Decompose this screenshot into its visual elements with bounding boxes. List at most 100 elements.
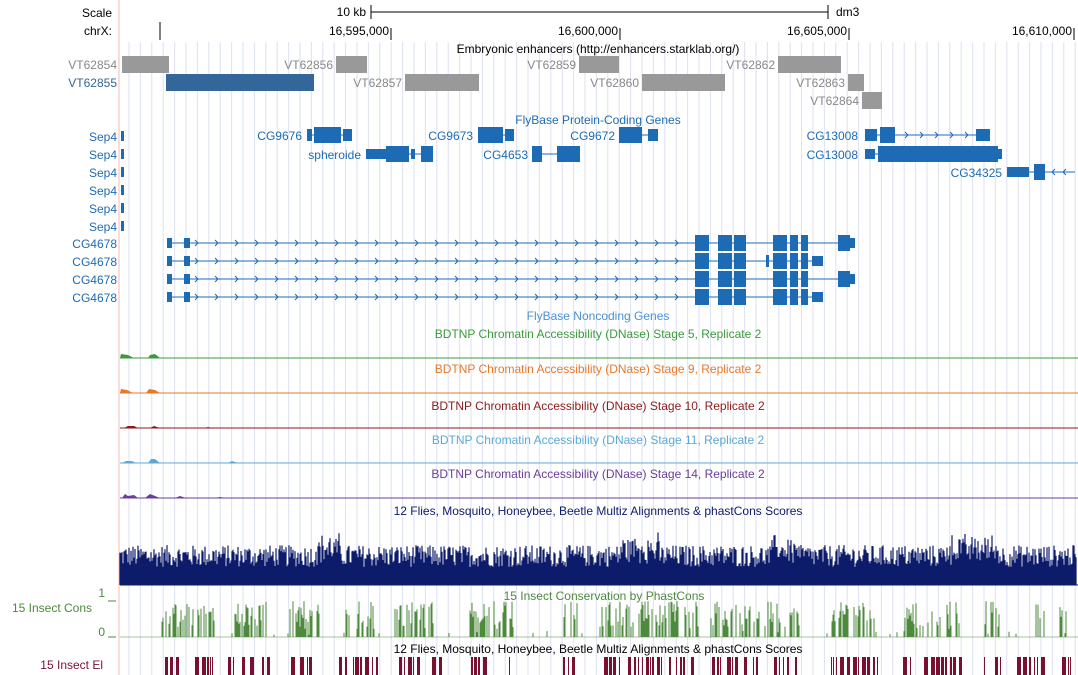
conserved-element bbox=[176, 657, 179, 675]
gene-label[interactable]: CG13008 bbox=[807, 129, 859, 143]
conserved-element bbox=[683, 657, 685, 675]
gene-exon[interactable] bbox=[121, 149, 124, 159]
conserved-element bbox=[953, 657, 956, 675]
enhancer-label[interactable]: VT62857 bbox=[353, 76, 402, 90]
chrom-label: chrX: bbox=[84, 24, 112, 38]
conserved-element bbox=[202, 657, 206, 675]
conserved-element bbox=[732, 657, 733, 675]
enhancer-feature[interactable] bbox=[848, 74, 864, 91]
gene-label[interactable]: CG4678 bbox=[72, 291, 117, 305]
scale-bar-label: 10 kb bbox=[337, 5, 367, 19]
gene-exon[interactable] bbox=[121, 131, 124, 141]
enhancer-feature[interactable] bbox=[778, 56, 841, 73]
phastcons-signal[interactable] bbox=[120, 601, 1078, 638]
conserved-element bbox=[165, 657, 168, 675]
multiz-signal[interactable] bbox=[119, 532, 1078, 586]
gene-cg13008[interactable]: CG13008 bbox=[807, 127, 990, 143]
enhancer-feature[interactable] bbox=[862, 92, 882, 109]
enhancer-feature[interactable] bbox=[405, 74, 479, 91]
conserved-element bbox=[950, 657, 952, 675]
gene-cg34325[interactable]: CG34325 bbox=[951, 164, 1075, 180]
gene-label[interactable]: CG34325 bbox=[951, 166, 1003, 180]
gene-label[interactable]: Sep4 bbox=[89, 130, 117, 144]
conserved-element bbox=[735, 657, 738, 675]
enhancer-feature[interactable] bbox=[336, 56, 367, 73]
enhancer-feature[interactable] bbox=[579, 56, 619, 73]
gene-cg9672[interactable]: CG9672 bbox=[570, 127, 658, 143]
gene-spheroide[interactable]: spheroide bbox=[308, 146, 433, 162]
gene-cg9676[interactable]: CG9676 bbox=[257, 127, 352, 143]
gene-exon[interactable] bbox=[121, 203, 124, 213]
gene-label[interactable]: CG4678 bbox=[72, 273, 117, 287]
conserved-element bbox=[727, 657, 731, 675]
gene-exon[interactable] bbox=[121, 167, 124, 177]
conserved-element bbox=[984, 657, 985, 675]
enhancer-track-title: Embryonic enhancers (http://enhancers.st… bbox=[457, 42, 740, 56]
enhancer-label[interactable]: VT62862 bbox=[726, 58, 775, 72]
gene-label[interactable]: CG4678 bbox=[72, 237, 117, 251]
enhancer-label[interactable]: VT62856 bbox=[284, 58, 333, 72]
conserved-element bbox=[858, 657, 859, 675]
gene-label[interactable]: spheroide bbox=[308, 148, 361, 162]
conserved-element bbox=[936, 657, 940, 675]
conserved-element bbox=[471, 657, 473, 675]
dnase-stage14-title: BDTNP Chromatin Accessibility (DNase) St… bbox=[431, 467, 765, 481]
conserved-element bbox=[1062, 657, 1066, 675]
enhancer-label[interactable]: VT62855 bbox=[68, 76, 117, 90]
conserved-element bbox=[1041, 657, 1045, 675]
dnase-tracks[interactable]: BDTNP Chromatin Accessibility (DNase) St… bbox=[120, 327, 1078, 499]
elements-side-label[interactable]: 15 Insect El bbox=[40, 658, 103, 672]
gene-exon[interactable] bbox=[121, 185, 124, 195]
gene-label[interactable]: Sep4 bbox=[89, 220, 117, 234]
coding-genes-track[interactable]: Sep4 Sep4 Sep4 Sep4 Sep4 Sep4 CG9676 sph… bbox=[72, 127, 1075, 305]
phastcons-side-label[interactable]: 15 Insect Cons bbox=[12, 601, 92, 615]
enhancer-track[interactable]: VT62854 VT62855 VT62856 VT62857 VT62859 … bbox=[68, 56, 882, 109]
conserved-element bbox=[756, 657, 758, 675]
gene-label[interactable]: CG4678 bbox=[72, 255, 117, 269]
gene-label[interactable]: CG9672 bbox=[570, 129, 615, 143]
gene-label[interactable]: CG9673 bbox=[428, 129, 473, 143]
enhancer-label[interactable]: VT62863 bbox=[796, 76, 845, 90]
gene-sep4[interactable]: Sep4 Sep4 Sep4 Sep4 Sep4 Sep4 bbox=[89, 130, 124, 234]
gene-exon[interactable] bbox=[121, 221, 124, 231]
gene-cg4678-isoform-1[interactable]: CG4678 bbox=[72, 235, 855, 251]
gene-cg13008-isoform[interactable]: CG13008 bbox=[807, 146, 1002, 162]
enhancer-label[interactable]: VT62854 bbox=[68, 58, 117, 72]
conserved-elements[interactable] bbox=[165, 657, 1071, 675]
enhancer-feature[interactable] bbox=[166, 74, 314, 91]
gene-label[interactable]: Sep4 bbox=[89, 148, 117, 162]
gene-label[interactable]: CG13008 bbox=[807, 148, 859, 162]
conserved-element bbox=[309, 657, 312, 675]
gene-cg4678-isoform-4[interactable]: CG4678 bbox=[72, 289, 823, 305]
gene-cg4678-isoform-2[interactable]: CG4678 bbox=[72, 253, 823, 269]
conserved-element bbox=[365, 657, 369, 675]
gene-cg9673[interactable]: CG9673 bbox=[428, 127, 514, 143]
conserved-element bbox=[300, 657, 304, 675]
conserved-element bbox=[170, 657, 173, 675]
phastcons-track-title: 15 Insect Conservation by PhastCons bbox=[504, 589, 705, 603]
gene-label[interactable]: Sep4 bbox=[89, 184, 117, 198]
gene-label[interactable]: Sep4 bbox=[89, 166, 117, 180]
enhancer-feature[interactable] bbox=[122, 56, 169, 73]
conserved-element bbox=[233, 657, 234, 675]
dnase-stage5-peaks bbox=[120, 354, 160, 358]
conserved-element bbox=[604, 657, 608, 675]
enhancer-label[interactable]: VT62860 bbox=[590, 76, 639, 90]
enhancer-label[interactable]: VT62864 bbox=[810, 94, 859, 108]
conserved-element bbox=[1000, 657, 1001, 675]
conserved-element bbox=[795, 657, 797, 675]
conserved-element bbox=[1029, 657, 1031, 675]
enhancer-label[interactable]: VT62859 bbox=[527, 58, 576, 72]
scale-label: Scale bbox=[82, 6, 112, 20]
enhancer-feature[interactable] bbox=[642, 74, 725, 91]
coding-genes-track-title: FlyBase Protein-Coding Genes bbox=[515, 113, 680, 127]
conserved-element bbox=[779, 657, 780, 675]
gene-label[interactable]: Sep4 bbox=[89, 202, 117, 216]
gene-cg4653[interactable]: CG4653 bbox=[483, 146, 580, 162]
gene-cg4678-isoform-3[interactable]: CG4678 bbox=[72, 271, 855, 287]
gene-label[interactable]: CG4653 bbox=[483, 148, 528, 162]
gene-label[interactable]: CG9676 bbox=[257, 129, 302, 143]
conserved-element bbox=[657, 657, 660, 675]
